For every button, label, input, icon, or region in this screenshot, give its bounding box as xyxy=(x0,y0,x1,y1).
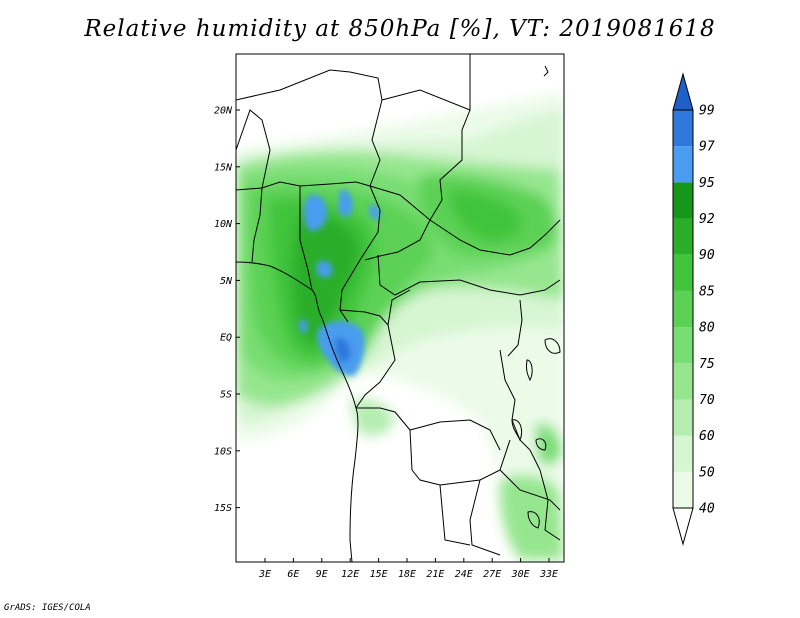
colorbar-label: 95 xyxy=(699,176,715,191)
colorbar-label: 60 xyxy=(699,429,715,444)
colorbar-label: 99 xyxy=(699,104,715,119)
credit-label: GrADS: IGES/COLA xyxy=(4,603,91,613)
lon-tick-label: 18E xyxy=(398,569,416,580)
colorbar-swatch xyxy=(673,327,693,364)
colorbar-low-arrow xyxy=(672,507,694,546)
lon-tick-label: 9E xyxy=(316,569,328,580)
latitude-axis: 20N 15N 10N 5N EQ 5S 10S 15S xyxy=(214,106,240,514)
colorbar-swatch xyxy=(673,471,693,508)
lon-tick-label: 30E xyxy=(511,569,530,580)
lat-tick-label: 10N xyxy=(214,219,233,230)
colorbar-swatch xyxy=(673,254,693,291)
lat-tick-label: 10S xyxy=(214,446,232,457)
colorbar-swatch xyxy=(673,146,693,183)
colorbar-outline xyxy=(672,109,694,509)
lat-tick-label: 15N xyxy=(214,162,233,173)
lon-tick-label: 21E xyxy=(426,569,444,580)
colorbar-swatch xyxy=(673,363,693,400)
lon-tick-label: 12E xyxy=(341,569,359,580)
lat-tick-label: 5S xyxy=(220,390,232,401)
colorbar-high-arrow xyxy=(672,72,694,111)
colorbar-label: 90 xyxy=(699,248,715,263)
map-title: Relative humidity at 850hPa [%], VT: 201… xyxy=(84,16,716,42)
colorbar-label: 85 xyxy=(699,284,715,299)
lon-tick-label: 33E xyxy=(539,569,558,580)
lon-tick-label: 6E xyxy=(287,569,299,580)
lon-tick-label: 3E xyxy=(258,569,271,580)
colorbar-swatch xyxy=(673,435,693,472)
lon-tick-label: 24E xyxy=(455,569,473,580)
colorbar-label: 92 xyxy=(699,212,715,227)
colorbar-label: 50 xyxy=(699,465,715,480)
lat-tick-label: 5N xyxy=(220,276,233,287)
colorbar-label: 40 xyxy=(699,502,715,517)
lon-tick-label: 15E xyxy=(370,569,388,580)
colorbar-swatch xyxy=(673,399,693,436)
lon-tick-label: 27E xyxy=(483,569,501,580)
lat-tick-label: 20N xyxy=(214,106,233,117)
colorbar-label: 75 xyxy=(699,357,715,372)
colorbar-swatch xyxy=(673,290,693,328)
longitude-axis: 3E 6E 9E 12E 15E 18E 21E 24E 27E 30E 33E xyxy=(258,558,558,580)
colorbar: 40 50 60 70 75 80 85 90 92 95 97 99 xyxy=(672,72,715,546)
colorbar-label: 80 xyxy=(699,321,715,336)
colorbar-label: 97 xyxy=(699,140,715,155)
colorbar-swatch xyxy=(673,110,693,147)
map-frame xyxy=(235,53,565,563)
country-borders xyxy=(236,54,561,562)
lat-tick-label: EQ xyxy=(220,333,232,344)
colorbar-swatch xyxy=(673,218,693,255)
humidity-field xyxy=(236,54,564,562)
colorbar-label: 70 xyxy=(699,393,715,408)
colorbar-swatch xyxy=(673,182,693,219)
lat-tick-label: 15S xyxy=(214,503,232,514)
